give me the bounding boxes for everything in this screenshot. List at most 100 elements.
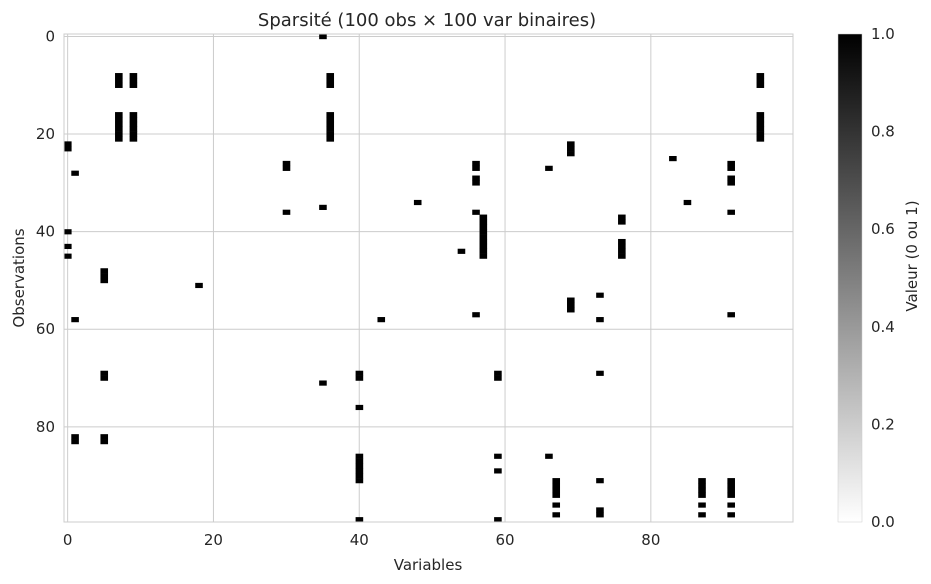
heatmap-cell [129,131,138,137]
heatmap-cell [698,482,706,489]
heatmap-cell [545,453,553,459]
heatmap-cell [129,116,138,123]
heatmap-cell [100,434,109,440]
heatmap-cell [683,199,692,206]
heatmap-cell [115,131,123,137]
heatmap-cell [355,375,364,381]
heatmap-cell [552,502,561,508]
heatmap-cell [100,375,109,381]
heatmap-cell [355,517,364,523]
heatmap-cell [355,453,364,459]
heatmap-cell [596,292,604,298]
plot-area [63,33,794,523]
heatmap-cell [326,131,335,137]
heatmap-cell [596,317,604,323]
heatmap-cell [618,219,626,225]
plot-frame [63,33,794,523]
heatmap-cell [64,243,72,250]
heatmap-cell [596,507,604,513]
heatmap-cell [756,121,765,128]
heatmap-cell [494,468,502,474]
heatmap-cell [355,458,364,464]
heatmap-cell [64,253,72,259]
heatmap-cell [282,209,291,215]
heatmap-cell [326,126,335,132]
heatmap-cell [669,156,677,162]
heatmap-cell [567,151,575,157]
heatmap-cell [552,482,561,489]
heatmap-cell [494,517,502,523]
heatmap-cells [64,34,765,523]
heatmap-cell [479,214,488,220]
heatmap-cell [756,77,765,84]
heatmap-cell [472,180,480,186]
heatmap-cell [552,492,561,498]
heatmap-cell [129,77,138,84]
heatmap-cell [756,116,765,123]
y-axis-ticks: 0 20 40 60 80 [36,27,55,435]
heatmap-cell [727,478,735,484]
heatmap-cell [326,77,335,84]
heatmap-cell [618,214,626,220]
heatmap-cell [115,112,123,118]
heatmap-cell [698,478,706,484]
heatmap-cell [618,253,626,259]
y-axis-label: Observations [10,228,28,327]
colorbar-label: Valeur (0 ou 1) [903,200,921,311]
heatmap-cell [115,82,123,88]
x-tick-label: 20 [204,531,223,549]
heatmap-cell [756,82,765,88]
heatmap-cell [479,229,488,235]
heatmap-cell [479,248,488,254]
heatmap-cell [64,146,72,152]
heatmap-cell [129,136,138,142]
colorbar-tick-label: 0.4 [871,318,895,336]
colorbar-ticks: 0.0 0.2 0.4 0.6 0.8 1.0 [871,25,895,531]
heatmap-cell [596,512,604,518]
heatmap-cell [479,234,488,240]
x-axis-label: Variables [394,556,463,574]
heatmap-cell [472,175,480,181]
heatmap-cell [100,439,109,445]
heatmap-cell [567,302,575,308]
heatmap-cell [413,199,422,206]
heatmap-cell [756,131,765,137]
heatmap-cell [698,512,706,518]
colorbar-tick-label: 0.8 [871,123,895,141]
heatmap-cell [319,380,327,386]
colorbar-gradient [837,33,863,523]
heatmap-cell [195,282,203,289]
heatmap-cell [494,375,502,381]
heatmap-cell [727,487,735,494]
heatmap-cell [552,512,561,518]
heatmap-cell [319,34,327,40]
heatmap-cell [319,204,327,210]
heatmap-cell [727,175,735,181]
heatmap-cell [115,73,123,79]
heatmap-cell [377,317,386,323]
y-tick-label: 40 [36,223,55,241]
heatmap-cell [727,160,735,167]
heatmap-cell [129,112,138,118]
heatmap-cell [552,487,561,494]
heatmap-cell [479,238,488,245]
heatmap-cell [567,307,575,313]
heatmap-cell [71,170,79,176]
heatmap-cell [115,121,123,128]
heatmap-cell [115,77,123,84]
heatmap-cell [494,453,502,459]
heatmap-cell [355,468,364,474]
heatmap-cell [100,370,109,376]
heatmap-cell [71,439,79,445]
heatmap-cell [756,126,765,132]
x-axis-ticks: 0 20 40 60 80 [63,531,661,549]
heatmap-cell [282,160,291,167]
heatmap-cell [727,165,735,171]
heatmap-cell [727,502,735,508]
heatmap-cell [545,165,553,171]
heatmap-cell [472,312,480,318]
heatmap-cell [727,312,735,318]
heatmap-cell [282,165,291,171]
heatmap-cell [552,478,561,484]
